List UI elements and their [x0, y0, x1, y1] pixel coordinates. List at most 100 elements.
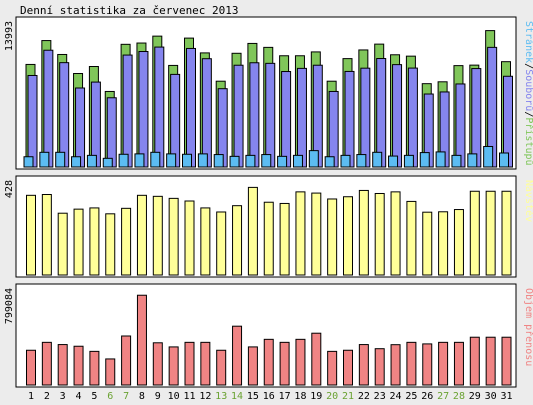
- bar-navstev-day-17: [279, 202, 290, 276]
- bar-souboru-day-11: [186, 47, 196, 168]
- bar-navstev-day-16: [263, 201, 274, 276]
- x-tick-label-day-17: 17: [279, 391, 291, 402]
- bar-souboru-day-29: [471, 68, 482, 168]
- bar-stranek-day-12: [197, 153, 208, 168]
- x-tick-label-day-24: 24: [390, 391, 402, 402]
- bar-souboru-day-10: [170, 73, 181, 168]
- bar-navstev-day-19: [311, 192, 322, 276]
- bar-objem-day-23: [374, 348, 385, 386]
- bar-navstev-day-8: [136, 194, 147, 276]
- bar-souboru-day-22: [360, 67, 371, 168]
- bar-stranek-day-9: [150, 151, 161, 168]
- bar-stranek-day-7: [118, 153, 129, 168]
- bar-navstev-day-28: [453, 209, 464, 276]
- bar-navstev-day-1: [26, 194, 36, 276]
- x-tick-label-day-14: 14: [231, 391, 243, 402]
- bar-objem-day-2: [41, 341, 52, 386]
- x-tick-label-day-25: 25: [405, 391, 417, 402]
- bar-objem-day-4: [73, 345, 84, 386]
- y-axis-max-label: 799084: [4, 288, 15, 324]
- x-tick-label-day-22: 22: [358, 391, 370, 402]
- bar-objem-day-17: [279, 341, 290, 386]
- bar-navstev-day-13: [216, 211, 227, 276]
- x-tick-label-day-15: 15: [247, 391, 259, 402]
- x-tick-label-day-31: 31: [500, 391, 512, 402]
- bar-stranek-day-5: [86, 154, 97, 168]
- bar-objem-day-7: [121, 335, 132, 386]
- legend-entry-souboru: Souborů: [523, 69, 533, 111]
- x-tick-label-day-29: 29: [469, 391, 481, 402]
- bar-objem-day-29: [469, 336, 480, 386]
- y-axis-max-label: 13993: [4, 21, 15, 51]
- panel-bottom: 799084 Objem přenosu: [4, 283, 533, 388]
- bar-objem-day-12: [200, 341, 211, 386]
- bar-objem-day-31: [501, 336, 512, 386]
- legend-entry-stranek: Stránek: [523, 21, 533, 63]
- bar-objem-day-10: [168, 346, 179, 386]
- bar-navstev-day-10: [168, 197, 179, 276]
- bar-navstev-day-5: [89, 207, 100, 276]
- x-tick-label-day-13: 13: [215, 391, 227, 402]
- legend-entry-sep1: /: [523, 63, 533, 69]
- bar-stranek-day-31: [499, 152, 509, 168]
- bar-objem-day-5: [89, 350, 100, 386]
- bar-objem-day-25: [406, 341, 417, 386]
- bar-navstev-day-15: [247, 186, 258, 276]
- x-tick-label-day-16: 16: [263, 391, 275, 402]
- x-tick-label-day-5: 5: [91, 391, 97, 402]
- x-axis-day-labels: 1 2 3 4 5 6 7 8 9 10 11 12 13 14 15 16 17 18 19 20 21 22 23 24 2…: [28, 391, 513, 402]
- bar-stranek-day-29: [467, 153, 478, 168]
- bar-souboru-day-24: [392, 64, 403, 168]
- x-tick-label-day-6: 6: [107, 391, 113, 402]
- bar-navstev-day-2: [41, 194, 52, 276]
- bar-stranek-day-18: [292, 154, 303, 168]
- bar-souboru-day-6: [106, 97, 117, 168]
- bar-navstev-day-14: [232, 205, 243, 276]
- bar-objem-day-26: [422, 343, 433, 386]
- legend-entry-pristupu: Přístupů: [523, 117, 533, 165]
- chart-title: Denní statistika za červenec 2013: [20, 4, 239, 17]
- bar-stranek-day-23: [372, 151, 383, 168]
- bar-navstev-day-25: [406, 200, 417, 276]
- bar-stranek-day-26: [419, 152, 430, 168]
- bar-stranek-day-28: [451, 154, 462, 168]
- bar-stranek-day-24: [388, 155, 399, 168]
- bar-objem-day-1: [26, 349, 36, 386]
- bar-objem-day-9: [152, 342, 163, 386]
- bar-souboru-day-7: [122, 54, 133, 168]
- x-tick-label-day-7: 7: [123, 391, 129, 402]
- bar-objem-day-19: [311, 332, 322, 386]
- x-tick-label-day-28: 28: [453, 391, 465, 402]
- bar-stranek-day-20: [324, 156, 335, 168]
- bar-stranek-day-4: [71, 156, 82, 168]
- x-tick-label-day-1: 1: [28, 391, 34, 402]
- x-tick-label-day-2: 2: [44, 391, 50, 402]
- bar-navstev-day-20: [327, 198, 338, 276]
- bar-navstev-day-3: [57, 212, 68, 276]
- bar-navstev-day-31: [501, 190, 512, 276]
- bar-navstev-day-6: [105, 213, 116, 276]
- legend: Návštěv: [523, 180, 533, 222]
- x-tick-label-day-9: 9: [155, 391, 161, 402]
- x-tick-label-day-19: 19: [310, 391, 322, 402]
- bar-objem-day-24: [390, 344, 401, 386]
- bar-objem-day-22: [358, 344, 369, 386]
- panel-middle: 428 Návštěv: [4, 175, 533, 278]
- x-tick-label-day-4: 4: [76, 391, 82, 402]
- bar-objem-day-27: [438, 341, 449, 386]
- bar-souboru-day-15: [249, 62, 260, 168]
- bar-objem-day-3: [57, 344, 68, 386]
- bar-stranek-day-3: [55, 151, 66, 168]
- legend: Stránek/Souborů/Přístupů: [523, 21, 533, 166]
- bar-navstev-day-4: [73, 208, 84, 276]
- bar-stranek-day-19: [308, 150, 319, 168]
- bar-navstev-day-30: [485, 190, 496, 276]
- bar-navstev-day-23: [374, 192, 385, 276]
- bar-stranek-day-27: [435, 151, 446, 168]
- bar-souboru-day-16: [265, 62, 276, 168]
- bar-objem-day-8: [136, 294, 147, 386]
- legend: Objem přenosu: [523, 288, 533, 366]
- bar-navstev-day-12: [200, 207, 211, 276]
